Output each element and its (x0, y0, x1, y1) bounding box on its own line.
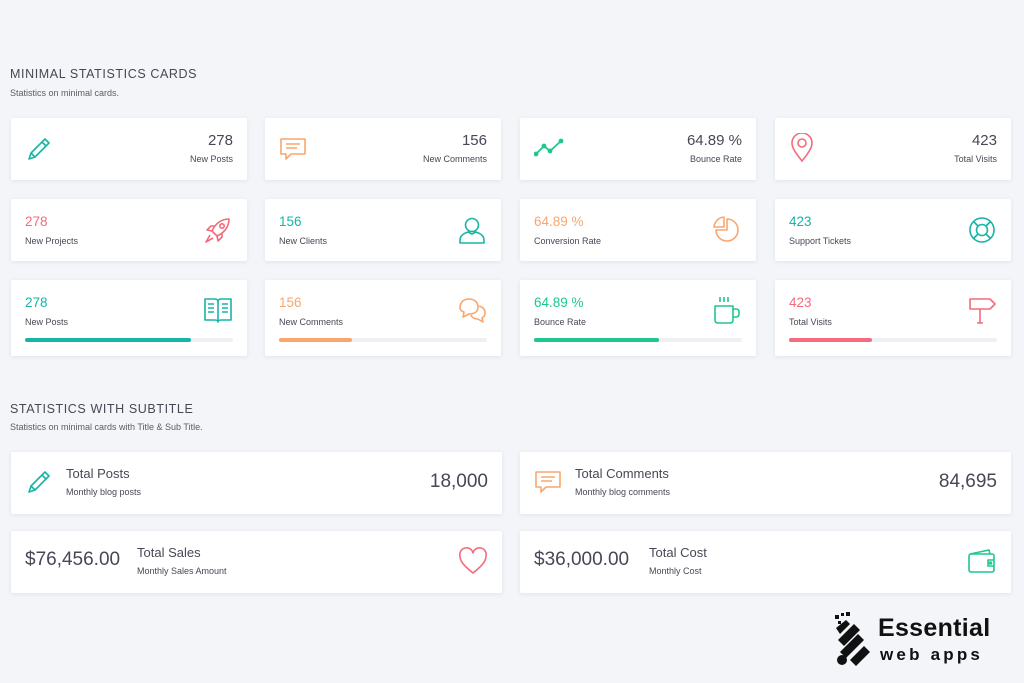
open-book-icon (203, 296, 233, 324)
section-title: STATISTICS WITH SUBTITLE (10, 402, 194, 416)
stat-card[interactable]: 64.89 % Bounce Rate (520, 280, 756, 356)
stat-label: New Posts (25, 317, 69, 327)
subtitle-stat-card[interactable]: $36,000.00 Total Cost Monthly Cost (520, 531, 1011, 593)
card-subtitle: Monthly blog comments (575, 487, 671, 497)
lifebuoy-icon (967, 215, 997, 245)
chat-bubbles-icon (457, 296, 487, 324)
stat-card[interactable]: 156 New Clients (265, 199, 501, 261)
stat-card[interactable]: 423 Total Visits (775, 118, 1011, 180)
subtitle-stat-card[interactable]: $76,456.00 Total Sales Monthly Sales Amo… (11, 531, 502, 593)
progress-bar (534, 338, 742, 342)
stat-card[interactable]: 278 New Projects (11, 199, 247, 261)
brand-name: Essential (878, 614, 991, 642)
stat-label: New Projects (25, 236, 79, 246)
trend-line-icon (534, 136, 564, 160)
stat-card[interactable]: 278 New Posts (11, 280, 247, 356)
stat-label: Bounce Rate (689, 154, 742, 164)
speech-bubble-icon (534, 468, 562, 496)
user-icon (457, 215, 487, 245)
subtitle-stat-card[interactable]: Total Comments Monthly blog comments 84,… (520, 452, 1011, 514)
progress-fill (789, 338, 873, 342)
stat-label: Total Visits (789, 317, 832, 327)
signpost-icon (967, 295, 997, 325)
stat-card[interactable]: 64.89 % Bounce Rate (520, 118, 756, 180)
card-subtitle: Monthly blog posts (66, 487, 142, 497)
stat-label: New Comments (422, 154, 487, 164)
stat-value: 278 (25, 214, 48, 229)
card-title: Total Cost (649, 545, 707, 560)
card-subtitle: Monthly Cost (649, 566, 702, 576)
card-value: 84,695 (938, 471, 997, 492)
section-title: MINIMAL STATISTICS CARDS (10, 67, 198, 81)
subtitle-stat-card[interactable]: Total Posts Monthly blog posts 18,000 (11, 452, 502, 514)
stat-value: 156 (279, 214, 302, 229)
stat-value: 64.89 % (534, 214, 584, 229)
stat-card[interactable]: 278 New Posts (11, 118, 247, 180)
stat-value: 423 (789, 214, 812, 229)
pie-chart-icon (712, 215, 742, 245)
stat-card[interactable]: 156 New Comments (265, 280, 501, 356)
stat-value: 156 (279, 295, 302, 310)
card-value: $76,456.00 (25, 549, 121, 570)
stat-label: New Comments (279, 317, 344, 327)
stat-label: New Clients (279, 236, 328, 246)
stat-value: 278 (25, 295, 48, 310)
stat-value: 156 (461, 132, 487, 149)
brand-tagline: web apps (880, 645, 984, 664)
stat-value: 64.89 % (686, 132, 742, 149)
brand-mark-icon (835, 612, 870, 666)
stat-label: New Posts (189, 154, 233, 164)
coffee-cup-icon (712, 295, 742, 325)
progress-fill (25, 338, 192, 342)
stat-value: 423 (789, 295, 812, 310)
pencil-icon (25, 468, 53, 496)
card-title: Total Sales (137, 545, 201, 560)
speech-bubble-icon (279, 135, 307, 163)
progress-fill (279, 338, 352, 342)
progress-bar (279, 338, 487, 342)
card-value: 18,000 (429, 471, 488, 492)
section-subtitle: Statistics on minimal cards with Title &… (10, 422, 203, 432)
stat-card[interactable]: 64.89 % Conversion Rate (520, 199, 756, 261)
map-pin-icon (789, 133, 815, 163)
stat-card[interactable]: 156 New Comments (265, 118, 501, 180)
stat-value: 278 (207, 132, 233, 149)
stat-label: Bounce Rate (534, 317, 587, 327)
stat-value: 64.89 % (534, 295, 584, 310)
card-title: Total Comments (575, 466, 669, 481)
card-title: Total Posts (66, 466, 130, 481)
card-subtitle: Monthly Sales Amount (137, 566, 227, 576)
section-subtitle: Statistics on minimal cards. (10, 88, 120, 98)
pencil-icon (25, 135, 53, 163)
stat-card[interactable]: 423 Support Tickets (775, 199, 1011, 261)
rocket-icon (203, 215, 233, 245)
stat-label: Total Visits (954, 154, 997, 164)
wallet-icon (967, 548, 997, 574)
brand-logo: Essential web apps (832, 612, 1012, 668)
stat-card[interactable]: 423 Total Visits (775, 280, 1011, 356)
progress-fill (534, 338, 659, 342)
progress-bar (25, 338, 233, 342)
stat-label: Support Tickets (789, 236, 852, 246)
stat-value: 423 (971, 132, 997, 149)
card-value: $36,000.00 (534, 549, 630, 570)
stat-label: Conversion Rate (534, 236, 602, 246)
progress-bar (789, 338, 997, 342)
heart-icon (458, 547, 488, 575)
